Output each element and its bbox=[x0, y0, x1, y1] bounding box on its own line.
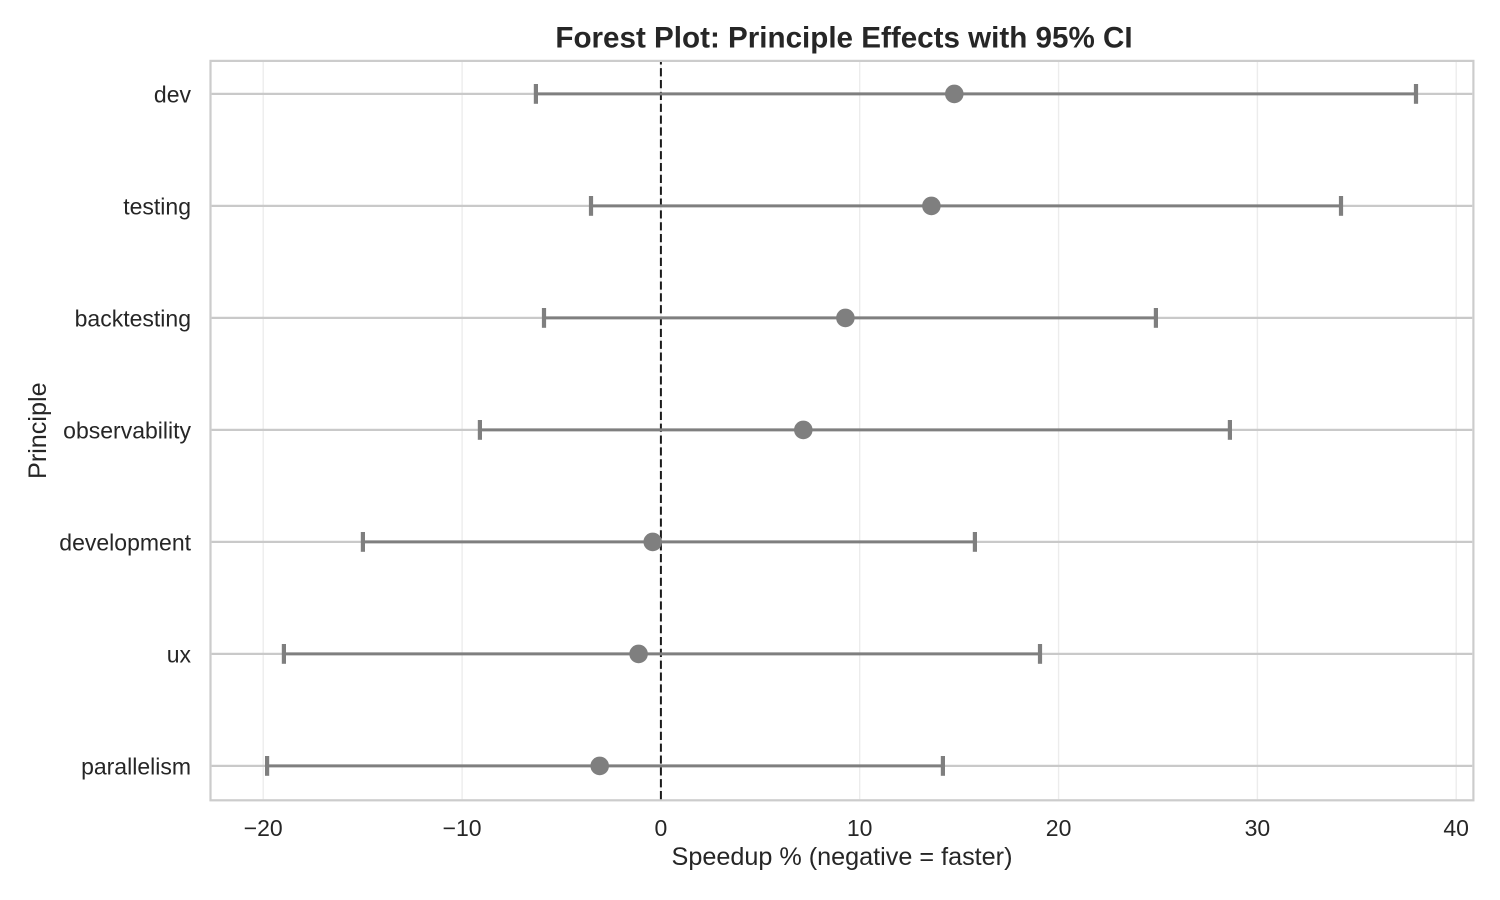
svg-text:20: 20 bbox=[1046, 815, 1072, 841]
svg-text:backtesting: backtesting bbox=[75, 306, 191, 332]
svg-text:40: 40 bbox=[1443, 815, 1469, 841]
svg-text:−20: −20 bbox=[244, 815, 283, 841]
svg-text:development: development bbox=[59, 530, 191, 556]
svg-text:testing: testing bbox=[123, 194, 191, 220]
svg-text:dev: dev bbox=[154, 82, 192, 108]
svg-text:ux: ux bbox=[167, 642, 192, 668]
svg-text:0: 0 bbox=[655, 815, 668, 841]
svg-text:30: 30 bbox=[1245, 815, 1271, 841]
svg-text:−10: −10 bbox=[443, 815, 482, 841]
svg-text:Principle: Principle bbox=[24, 382, 52, 479]
svg-text:parallelism: parallelism bbox=[81, 754, 191, 780]
svg-text:Forest Plot: Principle Effects: Forest Plot: Principle Effects with 95% … bbox=[555, 22, 1132, 55]
svg-text:Speedup % (negative = faster): Speedup % (negative = faster) bbox=[672, 843, 1013, 871]
svg-text:10: 10 bbox=[847, 815, 873, 841]
svg-text:observability: observability bbox=[63, 418, 191, 444]
